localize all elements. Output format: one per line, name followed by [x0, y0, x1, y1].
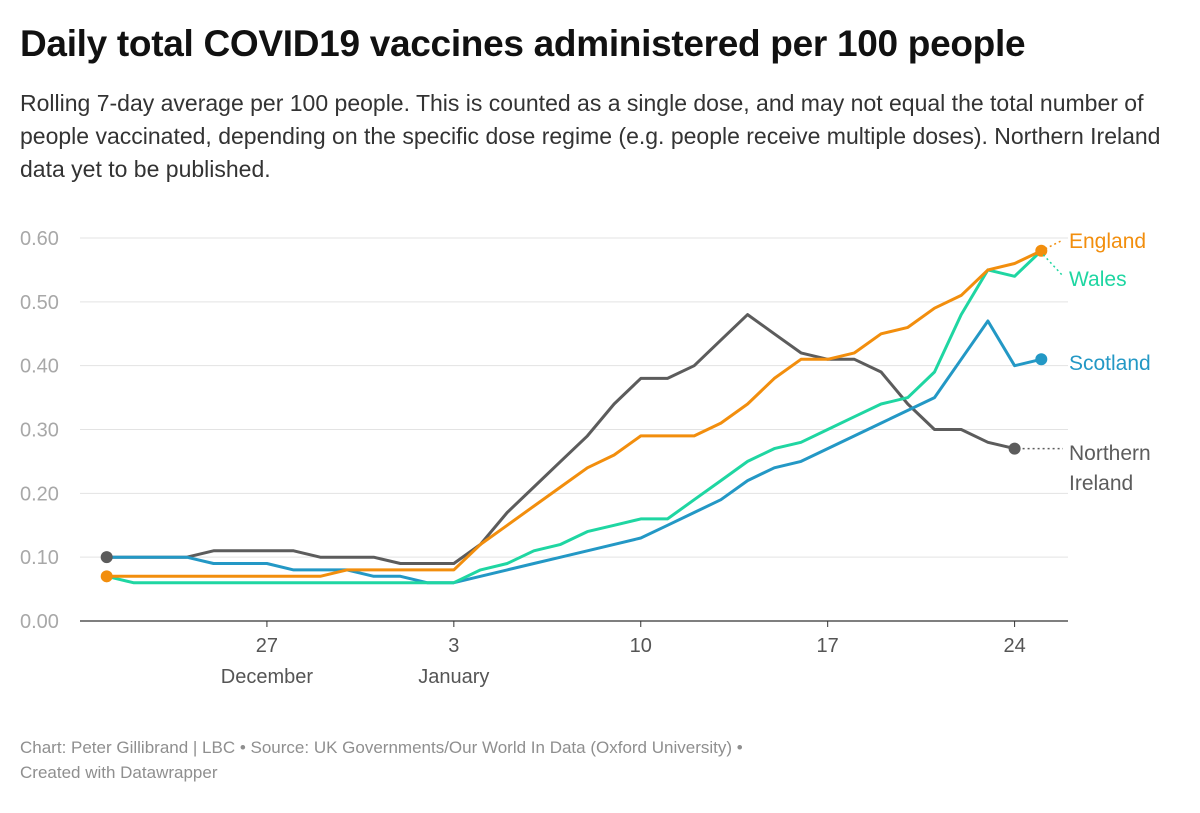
footer-credit: Created with Datawrapper	[20, 763, 218, 782]
x-tick-label: 24	[1003, 635, 1025, 657]
series-line-northern-ireland	[105, 313, 1017, 565]
x-tick-label: 3	[448, 635, 459, 657]
chart-subtitle: Rolling 7-day average per 100 people. Th…	[20, 90, 1161, 182]
connector-wales	[1042, 254, 1064, 277]
end-point-scotland	[1035, 353, 1048, 366]
y-tick-label: 0.50	[20, 292, 59, 314]
series-labels: Northern Ireland Scotland Wales England	[1022, 230, 1151, 495]
start-point-england	[100, 570, 113, 583]
y-tick-label: 0.20	[20, 483, 59, 505]
y-tick-label: 0.40	[20, 356, 59, 378]
end-point-england	[1035, 244, 1048, 257]
series-line-scotland	[105, 319, 1043, 585]
x-tick-sublabel: December	[221, 666, 314, 688]
line-chart: 0.00 0.10 0.20 0.30 0.40 0.50 0.60 27 December 3…	[20, 228, 1151, 688]
y-tick-label: 0.10	[20, 547, 59, 569]
footer-source: Chart: Peter Gillibrand | LBC • Source: …	[20, 738, 743, 757]
x-tick-label: 10	[630, 635, 652, 657]
series-line-england	[105, 249, 1043, 578]
chart-footer: Chart: Peter Gillibrand | LBC • Source: …	[20, 735, 1020, 785]
chart-title: Daily total COVID19 vaccines administere…	[20, 23, 1026, 64]
x-tick-label: 17	[817, 635, 839, 657]
series-label-scotland: Scotland	[1069, 352, 1151, 375]
x-tick-label: 27	[256, 635, 278, 657]
series-label-wales: Wales	[1069, 268, 1127, 291]
series-label-england: England	[1069, 230, 1146, 253]
series-line-wales	[105, 249, 1043, 585]
x-tick-sublabel: January	[418, 666, 489, 688]
end-point-northern-ireland	[1008, 442, 1021, 455]
y-tick-label: 0.00	[20, 611, 59, 633]
grid-layer	[80, 237, 1068, 622]
y-tick-label: 0.60	[20, 228, 59, 250]
x-axis: 27 December 3 January 10 17 24	[221, 621, 1026, 688]
series-label-northern-ireland: Northern	[1069, 442, 1151, 465]
connector-england	[1044, 239, 1064, 250]
series-lines	[100, 244, 1048, 585]
series-label-northern-ireland: Ireland	[1069, 472, 1133, 495]
y-tick-label: 0.30	[20, 420, 59, 442]
y-axis: 0.00 0.10 0.20 0.30 0.40 0.50 0.60	[20, 228, 59, 633]
start-point-northern-ireland	[100, 551, 113, 564]
